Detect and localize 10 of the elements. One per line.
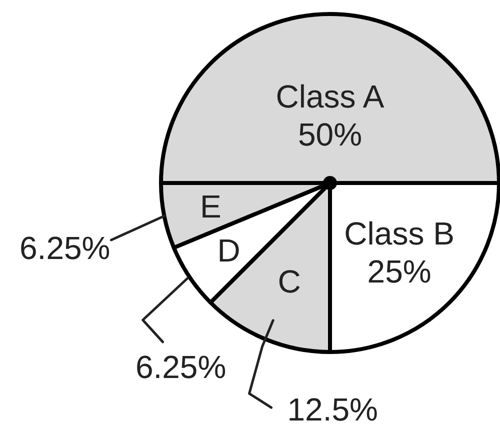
slice-label: Class A <box>276 78 385 114</box>
data-label: 50% <box>298 116 362 152</box>
slice-label: C <box>278 263 301 300</box>
data-label: 12.5% <box>287 392 378 425</box>
data-label: 6.25% <box>135 349 226 386</box>
data-label: 25% <box>367 253 432 290</box>
slice-label: Class B <box>344 215 454 252</box>
data-label: 6.25% <box>20 230 110 266</box>
slice-label: E <box>200 188 222 225</box>
slice-label: D <box>217 232 240 269</box>
